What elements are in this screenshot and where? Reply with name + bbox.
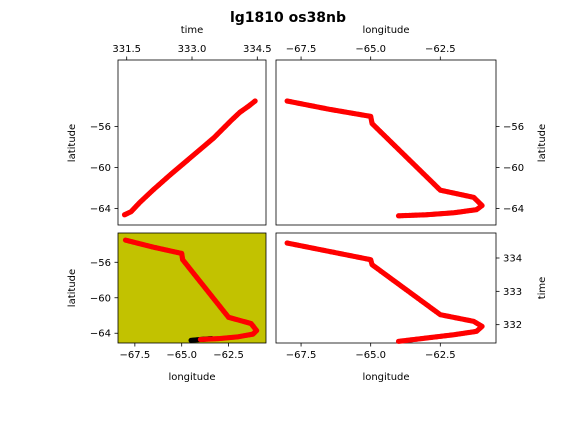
figure-title: lg1810 os38nb bbox=[230, 10, 346, 26]
chart-panel-lon-time: longitude time −67.5 −65.0 −62.5 334 333 332 bbox=[275, 232, 548, 383]
data-series-0 bbox=[121, 98, 258, 218]
plot-area bbox=[275, 232, 497, 344]
y-tick-label: 332 bbox=[503, 320, 522, 331]
x-tick-label: −62.5 bbox=[425, 44, 456, 55]
data-point bbox=[395, 213, 402, 219]
chart-panel-time-latitude: time latitude 331.5 333.0 334.5 −56 −60 −64 bbox=[67, 25, 272, 226]
chart-panel-lon-lat-right: longitude latitude −67.5 −65.0 −62.5 −56 −60… bbox=[275, 25, 548, 226]
y-tick-label: −60 bbox=[90, 293, 111, 304]
y-tick-label: −56 bbox=[90, 122, 111, 133]
x-tick-label: −65.0 bbox=[355, 44, 386, 55]
y-axis-label: latitude bbox=[537, 124, 548, 162]
x-tick-label: −67.5 bbox=[286, 350, 317, 361]
y-tick-label: −60 bbox=[90, 163, 111, 174]
y-tick-label: −64 bbox=[90, 329, 111, 340]
x-tick-label: 333.0 bbox=[178, 44, 207, 55]
y-tick-label: 333 bbox=[503, 287, 522, 298]
x-axis-label: longitude bbox=[362, 372, 409, 383]
y-tick-label: −56 bbox=[503, 122, 524, 133]
x-tick-label: −67.5 bbox=[120, 350, 151, 361]
data-point bbox=[395, 338, 402, 344]
plot-area bbox=[275, 59, 497, 226]
y-tick-label: −64 bbox=[503, 204, 524, 215]
data-point bbox=[197, 336, 204, 343]
y-tick-label: −64 bbox=[90, 204, 111, 215]
data-series-1 bbox=[122, 237, 260, 343]
y-tick-label: 334 bbox=[503, 254, 522, 265]
data-point bbox=[252, 98, 258, 104]
chart-panel-lon-lat-left: longitude latitude −67.5 −65.0 −62.5 −56 −60… bbox=[67, 232, 267, 383]
plot-area bbox=[117, 232, 267, 344]
x-tick-label: −62.5 bbox=[213, 350, 244, 361]
y-tick-label: −60 bbox=[503, 163, 524, 174]
x-axis-label: time bbox=[181, 25, 204, 36]
y-tick-label: −56 bbox=[90, 258, 111, 269]
x-axis-label: longitude bbox=[362, 25, 409, 36]
x-tick-label: −67.5 bbox=[286, 44, 317, 55]
x-tick-label: 331.5 bbox=[112, 44, 141, 55]
y-axis-label: latitude bbox=[67, 124, 78, 162]
x-axis-label: longitude bbox=[168, 372, 215, 383]
x-tick-label: −62.5 bbox=[425, 350, 456, 361]
data-series-0 bbox=[284, 240, 485, 344]
data-series-0 bbox=[284, 98, 485, 219]
y-axis-label: time bbox=[537, 277, 548, 300]
x-tick-label: −65.0 bbox=[355, 350, 386, 361]
x-tick-label: −65.0 bbox=[166, 350, 197, 361]
x-tick-label: 334.5 bbox=[243, 44, 272, 55]
y-axis-label: latitude bbox=[67, 269, 78, 307]
